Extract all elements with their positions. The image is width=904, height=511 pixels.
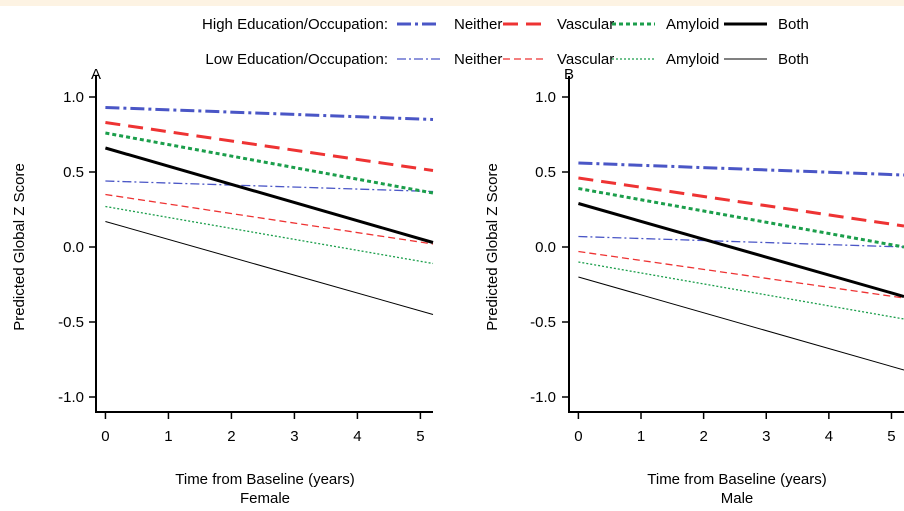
series-line-high-vascular bbox=[105, 121, 434, 172]
series-line-high-neither bbox=[105, 106, 434, 121]
x-tick-label: 3 bbox=[290, 428, 298, 445]
panel-label: B bbox=[564, 66, 574, 83]
x-tick-label: 4 bbox=[353, 428, 361, 445]
legend-entry-low-vascular: Vascular bbox=[557, 51, 614, 68]
series-line-low-amyloid bbox=[105, 205, 434, 265]
legend: High Education/Occupation: Neither Vascula… bbox=[202, 16, 809, 68]
x-tick-label: 2 bbox=[227, 428, 235, 445]
y-axis-title: Predicted Global Z Score bbox=[484, 163, 501, 331]
x-tick-label: 5 bbox=[416, 428, 424, 445]
y-axis-title: Predicted Global Z Score bbox=[11, 163, 28, 331]
legend-entry-low-neither: Neither bbox=[454, 51, 502, 68]
x-tick-label: 1 bbox=[637, 428, 645, 445]
legend-group-label: High Education/Occupation: bbox=[202, 16, 388, 33]
x-axis-title: Time from Baseline (years) bbox=[175, 471, 355, 488]
x-axis-subtitle: Male bbox=[721, 490, 754, 507]
series-line-low-both bbox=[105, 221, 434, 315]
legend-entry-high-amyloid: Amyloid bbox=[666, 16, 719, 33]
x-tick-label: 3 bbox=[762, 428, 770, 445]
y-tick-label: -1.0 bbox=[530, 389, 556, 406]
legend-entry-high-both: Both bbox=[778, 16, 809, 33]
x-tick-label: 0 bbox=[574, 428, 582, 445]
series-line-high-both bbox=[104, 146, 434, 244]
legend-row-low: Low Education/Occupation: Neither Vascular… bbox=[205, 51, 808, 68]
series-line-high-both bbox=[577, 202, 904, 298]
x-tick-label: 0 bbox=[101, 428, 109, 445]
y-tick-label: -1.0 bbox=[58, 389, 84, 406]
series-line-low-amyloid bbox=[578, 261, 904, 320]
series-line-low-both bbox=[578, 276, 904, 371]
series-line-low-neither bbox=[105, 180, 434, 193]
x-tick-label: 2 bbox=[699, 428, 707, 445]
legend-group-label: Low Education/Occupation: bbox=[205, 51, 388, 68]
legend-entry-low-both: Both bbox=[778, 51, 809, 68]
y-tick-label: 1.0 bbox=[535, 89, 556, 106]
y-tick-label: 0.0 bbox=[63, 239, 84, 256]
series-line-low-neither bbox=[578, 235, 904, 248]
y-tick-label: 0.5 bbox=[63, 164, 84, 181]
top-band bbox=[0, 0, 904, 6]
y-tick-label: 1.0 bbox=[63, 89, 84, 106]
series-line-high-amyloid bbox=[578, 187, 904, 249]
legend-entry-low-amyloid: Amyloid bbox=[666, 51, 719, 68]
panel-b: 1.0 0.5 0.0 -0.5 -1.0 0 1 2 3 4 5 B Time from Baseli… bbox=[484, 66, 904, 507]
x-axis-title: Time from Baseline (years) bbox=[647, 471, 827, 488]
y-tick-label: 0.5 bbox=[535, 164, 556, 181]
y-tick-label: -0.5 bbox=[58, 314, 84, 331]
series-line-high-vascular bbox=[578, 176, 904, 228]
y-tick-label: 0.0 bbox=[535, 239, 556, 256]
x-tick-label: 1 bbox=[164, 428, 172, 445]
legend-row-high: High Education/Occupation: Neither Vascula… bbox=[202, 16, 809, 33]
x-tick-label: 4 bbox=[825, 428, 833, 445]
panel-a: 1.0 0.5 0.0 -0.5 -1.0 0 1 2 3 4 5 A Time from Baseli… bbox=[11, 66, 434, 507]
series-line-high-neither bbox=[578, 161, 904, 177]
series-line-low-vascular bbox=[105, 193, 434, 245]
panel-label: A bbox=[91, 66, 101, 83]
x-tick-label: 5 bbox=[887, 428, 895, 445]
legend-entry-high-neither: Neither bbox=[454, 16, 502, 33]
y-tick-label: -0.5 bbox=[530, 314, 556, 331]
legend-entry-high-vascular: Vascular bbox=[557, 16, 614, 33]
x-axis-subtitle: Female bbox=[240, 490, 290, 507]
